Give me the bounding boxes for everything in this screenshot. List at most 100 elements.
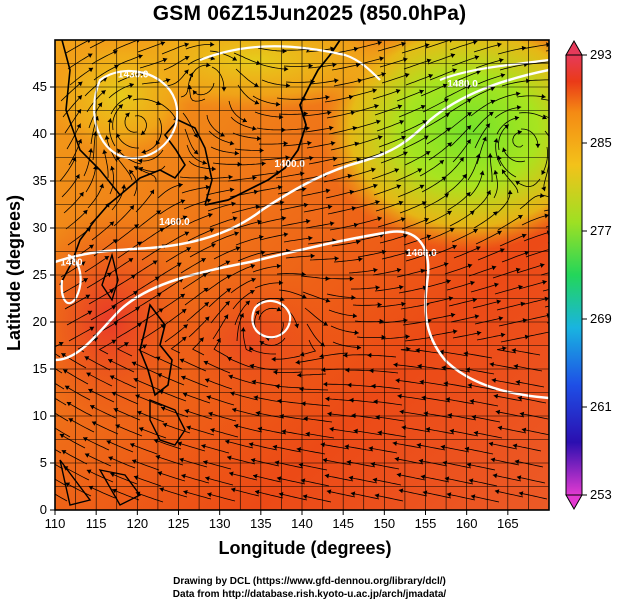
streamline-arrowhead	[231, 487, 236, 493]
streamline-arrowhead	[207, 492, 212, 498]
streamline	[329, 223, 359, 231]
streamline-arrowhead	[277, 398, 282, 404]
streamline	[93, 64, 119, 81]
streamline	[327, 207, 357, 215]
streamline	[324, 96, 354, 103]
streamline	[325, 398, 355, 402]
streamline	[397, 395, 427, 401]
streamline-arrowhead	[130, 443, 135, 448]
streamline-arrowhead	[419, 379, 424, 385]
streamline-arrowhead	[232, 407, 237, 413]
streamline	[252, 475, 282, 483]
map-title: GSM 06Z15Jun2025 (850.0hPa)	[152, 2, 467, 25]
streamline-arrowhead	[354, 330, 359, 336]
streamline	[116, 133, 139, 149]
streamline-arrowhead	[327, 110, 332, 116]
streamline-arrowhead	[554, 152, 559, 157]
streamline-arrowhead	[101, 90, 106, 95]
streamline	[374, 286, 404, 292]
streamline-arrowhead	[210, 428, 215, 433]
streamline-arrowhead	[135, 491, 141, 497]
streamline-arrowhead	[373, 183, 378, 189]
streamline	[69, 67, 94, 86]
streamline-arrowhead	[240, 327, 246, 332]
streamline	[400, 348, 421, 353]
streamline-arrowhead	[542, 114, 547, 120]
streamline	[474, 317, 504, 325]
streamline	[192, 337, 205, 356]
streamline-arrowhead	[475, 153, 481, 159]
streamline-arrowhead	[228, 174, 233, 180]
streamline	[91, 221, 115, 241]
streamline	[251, 171, 281, 177]
streamline	[404, 336, 434, 342]
streamline-arrowhead	[376, 119, 381, 125]
x-axis-ticks: 110 115 120 125 130 135 140 145 150 155 160 165	[45, 510, 519, 531]
streamline-arrowhead	[254, 100, 260, 105]
streamline	[516, 476, 546, 484]
streamline	[88, 388, 115, 403]
streamline	[352, 304, 382, 306]
streamline	[55, 493, 68, 502]
streamline	[135, 394, 163, 407]
streamline	[488, 442, 518, 450]
streamline-arrowhead	[283, 232, 289, 238]
streamline	[84, 453, 112, 467]
streamline-arrowhead	[397, 104, 403, 110]
streamline-arrowhead	[398, 488, 404, 494]
streamline-arrowhead	[277, 185, 283, 190]
streamline-arrowhead	[393, 362, 398, 368]
streamline	[518, 280, 547, 290]
streamline	[351, 200, 380, 210]
streamline-arrowhead	[139, 427, 144, 432]
streamline-arrowhead	[158, 308, 164, 313]
streamline-arrowhead	[252, 175, 257, 181]
streamline	[444, 477, 474, 485]
streamline	[494, 285, 523, 295]
streamline-arrowhead	[59, 433, 65, 439]
streamline	[474, 123, 491, 149]
streamline	[281, 48, 311, 51]
streamline	[521, 428, 549, 436]
streamline-arrowhead	[205, 184, 211, 190]
streamline-arrowhead	[474, 314, 480, 320]
streamline-arrowhead	[394, 456, 400, 462]
streamline	[308, 157, 338, 165]
streamline-arrowhead	[305, 218, 311, 224]
streamline-arrowhead	[488, 441, 494, 447]
streamline-arrowhead	[229, 187, 235, 193]
streamline	[233, 52, 261, 65]
streamline-arrowhead	[58, 341, 64, 347]
streamline-arrowhead	[405, 334, 410, 340]
streamline	[203, 360, 231, 374]
streamline	[376, 303, 406, 308]
streamline	[233, 220, 262, 230]
streamline-arrowhead	[392, 441, 397, 446]
streamline-arrowhead	[201, 258, 206, 263]
streamline-arrowhead	[308, 235, 313, 241]
streamline-arrowhead	[353, 428, 358, 434]
streamline	[332, 341, 362, 349]
streamline	[111, 391, 139, 405]
streamline	[106, 440, 134, 453]
streamline	[86, 272, 112, 289]
streamline	[230, 278, 256, 294]
streamline	[55, 427, 71, 438]
streamline-arrowhead	[37, 437, 42, 441]
streamline	[492, 268, 521, 279]
streamline	[138, 149, 164, 162]
y-tick-label: 20	[33, 314, 47, 329]
streamline	[395, 168, 423, 182]
streamline-arrowhead	[467, 383, 472, 388]
streamline-arrowhead	[301, 294, 307, 299]
streamline-arrowhead	[302, 494, 308, 500]
streamline	[396, 90, 424, 102]
streamline	[140, 323, 166, 341]
streamline	[186, 426, 215, 436]
streamline-arrowhead	[358, 256, 363, 262]
streamline-arrowhead	[235, 246, 241, 251]
streamline	[395, 379, 425, 385]
streamline	[353, 217, 382, 226]
streamline	[323, 383, 353, 386]
streamline-arrowhead	[490, 457, 496, 463]
